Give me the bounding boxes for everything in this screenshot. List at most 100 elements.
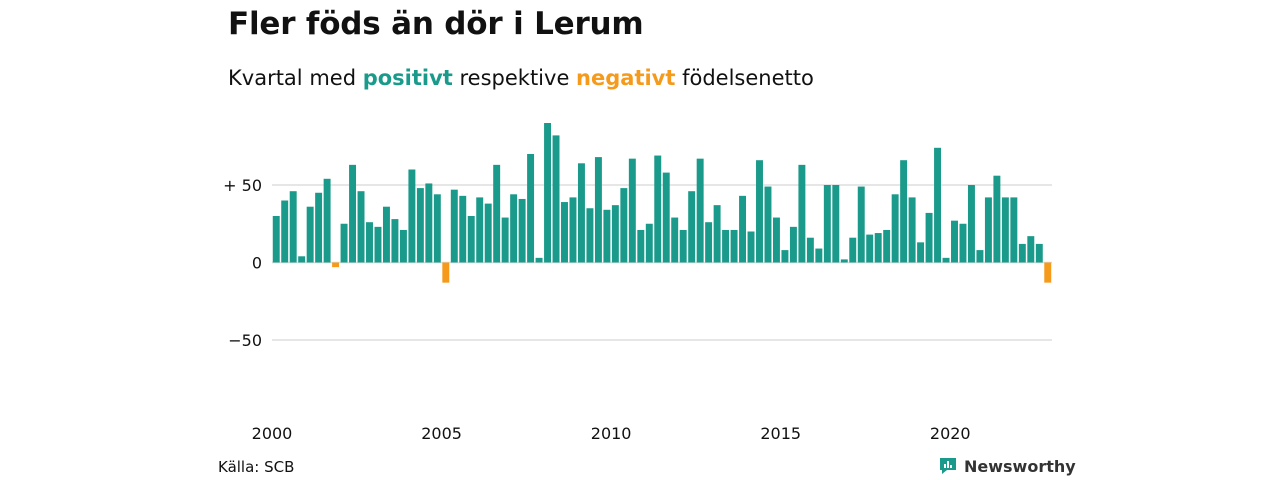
bar	[281, 200, 289, 263]
bar	[722, 229, 730, 263]
subtitle-negative-word: negativt	[576, 66, 676, 90]
bar	[467, 216, 475, 263]
bar	[798, 164, 806, 263]
bar	[391, 219, 399, 263]
newsworthy-logo-icon	[940, 458, 956, 474]
bar	[408, 169, 416, 263]
chart-title: Fler föds än dör i Lerum	[228, 6, 644, 42]
bar	[671, 217, 679, 263]
bar	[340, 223, 348, 263]
bar	[823, 185, 831, 263]
bar	[908, 197, 916, 263]
x-tick-label: 2010	[591, 424, 632, 443]
bar	[442, 262, 450, 283]
subtitle-middle: respektive	[452, 66, 577, 90]
bar	[934, 147, 942, 263]
bar	[713, 205, 721, 263]
bar	[552, 135, 560, 263]
bar	[891, 194, 899, 263]
bar	[705, 222, 713, 263]
bar	[586, 208, 594, 263]
bar	[739, 195, 747, 263]
subtitle-suffix: födelsenetto	[675, 66, 814, 90]
bar	[637, 229, 645, 263]
y-tick-label: + 50	[223, 176, 262, 195]
bar	[272, 216, 280, 263]
bar	[603, 209, 611, 263]
bar	[815, 248, 823, 263]
bar	[349, 164, 357, 263]
source-label: Källa: SCB	[218, 458, 295, 476]
bar	[1010, 197, 1018, 263]
x-tick-label: 2020	[930, 424, 971, 443]
bar	[425, 183, 433, 263]
bar	[298, 256, 306, 263]
bar	[849, 237, 857, 263]
bar	[628, 158, 636, 263]
bar	[501, 217, 509, 263]
bar	[416, 188, 424, 263]
bar	[993, 175, 1001, 263]
bar	[450, 189, 458, 263]
bar	[374, 226, 382, 263]
x-tick-label: 2000	[252, 424, 293, 443]
chart-subtitle: Kvartal med positivt respektive negativt…	[228, 66, 814, 90]
y-axis-ticks: + 50 0 −50	[223, 176, 262, 350]
bar	[535, 257, 543, 263]
bar	[1044, 262, 1052, 283]
bar	[917, 242, 925, 263]
bar	[315, 192, 323, 263]
bar	[611, 205, 619, 263]
bar	[942, 257, 950, 263]
bar	[459, 195, 467, 263]
bar	[1018, 243, 1026, 263]
x-tick-label: 2005	[421, 424, 462, 443]
bar	[577, 163, 585, 263]
bar	[484, 203, 492, 263]
bar	[620, 188, 628, 263]
bar	[866, 234, 874, 263]
bar	[756, 160, 763, 263]
brand[interactable]: Newsworthy	[938, 456, 1076, 476]
bar	[654, 155, 662, 263]
bar	[874, 233, 882, 263]
bar	[959, 223, 967, 263]
bar	[781, 250, 789, 263]
bar	[925, 212, 933, 263]
bar	[832, 185, 840, 263]
bar	[951, 220, 958, 263]
bar	[493, 164, 501, 263]
bars	[272, 123, 1052, 283]
bar	[984, 197, 992, 263]
bar	[433, 194, 441, 263]
bar	[883, 229, 891, 263]
bar	[730, 229, 738, 263]
bar	[806, 237, 814, 263]
x-axis-ticks: 2000 2005 2010 2015 2020	[252, 424, 971, 443]
bar	[510, 194, 518, 263]
bar	[1035, 243, 1043, 263]
bar	[772, 217, 780, 263]
bar	[527, 154, 535, 263]
bar	[645, 223, 653, 263]
bar	[476, 197, 484, 263]
bar	[857, 186, 865, 263]
y-tick-label: −50	[228, 331, 262, 350]
brand-name: Newsworthy	[964, 456, 1076, 476]
bar	[976, 250, 984, 263]
bar	[399, 229, 407, 263]
bar	[840, 259, 848, 263]
bar	[594, 157, 602, 263]
bar	[569, 197, 577, 263]
bar	[306, 206, 314, 263]
bar	[289, 191, 297, 263]
bar	[789, 226, 797, 263]
bar	[332, 262, 340, 268]
bar	[518, 198, 526, 263]
bar	[900, 160, 908, 263]
bar	[679, 229, 687, 263]
x-tick-label: 2015	[760, 424, 801, 443]
bar	[366, 222, 373, 263]
bar	[544, 123, 552, 263]
